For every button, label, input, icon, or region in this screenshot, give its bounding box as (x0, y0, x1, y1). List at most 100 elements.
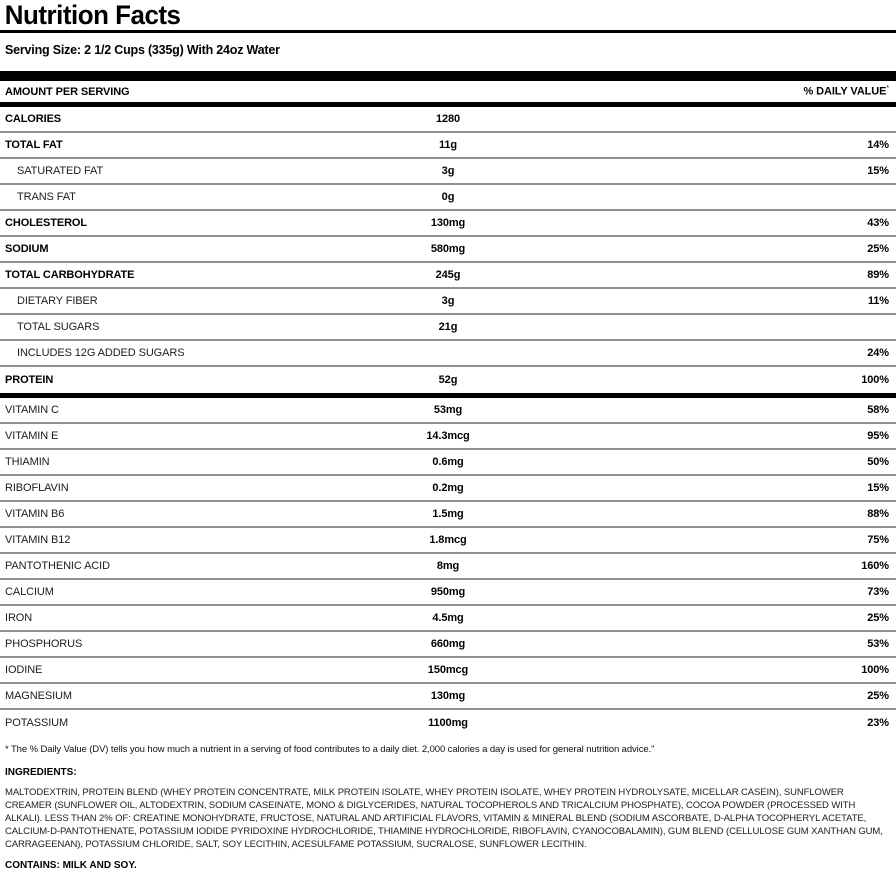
nutrient-dv: 75% (867, 534, 889, 546)
table-row: INCLUDES 12G ADDED SUGARS 24% (0, 341, 896, 367)
nutrient-amount: 0g (441, 191, 455, 203)
nutrient-label: RIBOFLAVIN (5, 482, 69, 494)
nutrient-label: INCLUDES 12G ADDED SUGARS (17, 347, 185, 359)
nutrient-amount: 14.3mcg (426, 430, 470, 442)
nutrient-dv: 15% (867, 165, 889, 177)
table-row: TRANS FAT 0g (0, 185, 896, 211)
nutrient-label: VITAMIN E (5, 430, 59, 442)
table-row: TOTAL FAT 11g 14% (0, 133, 896, 159)
amount-per-serving-header: AMOUNT PER SERVING (5, 85, 130, 98)
nutrient-label: MAGNESIUM (5, 690, 72, 702)
allergen-statement: CONTAINS: MILK AND SOY. (5, 860, 137, 871)
nutrient-label: CALCIUM (5, 586, 54, 598)
nutrient-amount: 660mg (430, 638, 466, 650)
table-row: PANTOTHENIC ACID 8mg 160% (0, 554, 896, 580)
table-row: VITAMIN E 14.3mcg 95% (0, 424, 896, 450)
nutrient-label: PHOSPHORUS (5, 638, 83, 650)
table-row: TOTAL SUGARS 21g (0, 315, 896, 341)
table-row: SATURATED FAT 3g 15% (0, 159, 896, 185)
nutrient-label: TOTAL FAT (5, 139, 63, 151)
table-row: MAGNESIUM 130mg 25% (0, 684, 896, 710)
nutrient-amount: 11g (438, 139, 458, 151)
table-row: CHOLESTEROL 130mg 43% (0, 211, 896, 237)
table-row: DIETARY FIBER 3g 11% (0, 289, 896, 315)
nutrient-dv: 11% (867, 295, 889, 307)
table-row: PROTEIN 52g 100% (0, 367, 896, 393)
nutrient-dv: 15% (867, 482, 889, 494)
table-row: TOTAL CARBOHYDRATE 245g 89% (0, 263, 896, 289)
nutrient-dv: 14% (867, 139, 889, 151)
table-row: IODINE 150mcg 100% (0, 658, 896, 684)
nutrient-dv: 50% (867, 456, 889, 468)
table-row: CALORIES 1280 (0, 107, 896, 133)
nutrient-amount: 950mg (430, 586, 466, 598)
nutrient-label: CALORIES (5, 113, 62, 125)
header-bar-top (0, 71, 896, 81)
nutrient-amount: 1.5mg (432, 508, 464, 520)
table-row: PHOSPHORUS 660mg 53% (0, 632, 896, 658)
nutrient-dv: 73% (867, 586, 889, 598)
nutrient-dv: 89% (867, 269, 889, 281)
title-divider (0, 30, 896, 33)
table-row: VITAMIN C 53mg 58% (0, 398, 896, 424)
nutrient-label: IODINE (5, 664, 43, 676)
nutrient-amount: 0.2mg (432, 482, 464, 494)
nutrient-amount: 52g (438, 374, 458, 386)
nutrient-label: CHOLESTEROL (5, 217, 88, 229)
nutrient-dv: 24% (867, 347, 889, 359)
nutrient-dv: 25% (867, 612, 889, 624)
table-row: CALCIUM 950mg 73% (0, 580, 896, 606)
nutrient-dv: 95% (867, 430, 889, 442)
table-row: SODIUM 580mg 25% (0, 237, 896, 263)
table-row: RIBOFLAVIN 0.2mg 15% (0, 476, 896, 502)
nutrient-amount: 0.6mg (432, 456, 464, 468)
table-row: THIAMIN 0.6mg 50% (0, 450, 896, 476)
nutrient-amount: 130mg (430, 690, 466, 702)
nutrient-amount: 3g (441, 295, 455, 307)
nutrient-dv: 88% (867, 508, 889, 520)
micronutrient-section: VITAMIN C 53mg 58% VITAMIN E 14.3mcg 95%… (0, 398, 896, 736)
nutrient-label: THIAMIN (5, 456, 50, 468)
nutrient-amount: 245g (435, 269, 461, 281)
nutrient-amount: 8mg (436, 560, 460, 572)
nutrient-amount: 21g (438, 321, 458, 333)
serving-size: Serving Size: 2 1/2 Cups (335g) With 24o… (5, 43, 280, 57)
nutrient-dv: 100% (861, 664, 889, 676)
nutrient-dv: 100% (861, 374, 889, 386)
nutrient-amount: 53mg (433, 404, 463, 416)
table-row: VITAMIN B6 1.5mg 88% (0, 502, 896, 528)
nutrient-amount: 580mg (430, 243, 466, 255)
nutrient-label: TOTAL CARBOHYDRATE (5, 269, 135, 281)
nutrient-label: PANTOTHENIC ACID (5, 560, 110, 572)
nutrient-label: PROTEIN (5, 374, 54, 386)
nutrient-label: IRON (5, 612, 33, 624)
daily-value-header: % DAILY VALUE* (803, 85, 890, 98)
nutrient-label: TOTAL SUGARS (17, 321, 100, 333)
nutrient-dv: 23% (867, 717, 889, 729)
table-row: IRON 4.5mg 25% (0, 606, 896, 632)
nutrient-amount: 1100mg (428, 717, 468, 729)
nutrient-label: POTASSIUM (5, 717, 69, 729)
nutrient-amount: 4.5mg (432, 612, 464, 624)
nutrient-label: VITAMIN B6 (5, 508, 65, 520)
nutrient-amount: 150mcg (427, 664, 469, 676)
nutrient-label: VITAMIN C (5, 404, 59, 416)
daily-value-footnote-mark: * (886, 85, 889, 93)
daily-value-footnote: * The % Daily Value (DV) tells you how m… (5, 744, 655, 755)
header-bar-bottom (0, 102, 896, 107)
table-row: POTASSIUM 1100mg 23% (0, 710, 896, 736)
nutrient-dv: 160% (861, 560, 889, 572)
nutrient-label: SODIUM (5, 243, 49, 255)
nutrient-dv: 25% (867, 690, 889, 702)
nutrient-dv: 58% (867, 404, 889, 416)
nutrient-label: SATURATED FAT (17, 165, 104, 177)
nutrient-dv: 43% (867, 217, 889, 229)
nutrient-label: VITAMIN B12 (5, 534, 71, 546)
section-divider (0, 393, 896, 398)
nutrient-label: DIETARY FIBER (17, 295, 98, 307)
ingredients-heading: INGREDIENTS: (5, 767, 77, 778)
nutrition-facts-title: Nutrition Facts (4, 0, 181, 30)
table-row: VITAMIN B12 1.8mcg 75% (0, 528, 896, 554)
nutrient-amount: 1.8mcg (429, 534, 467, 546)
